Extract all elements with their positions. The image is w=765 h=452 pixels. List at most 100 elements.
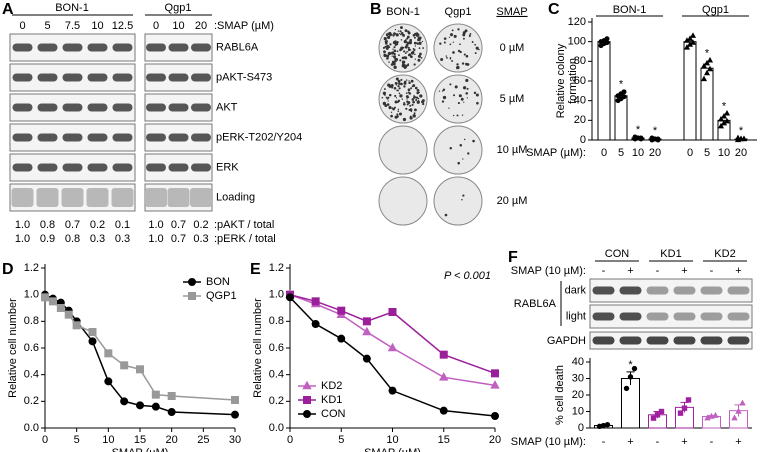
blot-frame (589, 278, 753, 303)
colony (402, 33, 405, 37)
blot-band (87, 73, 108, 82)
colony (396, 113, 399, 116)
colony (453, 34, 457, 38)
treatment-sign: - (656, 265, 660, 277)
blot-band (168, 103, 189, 112)
blot-band (168, 73, 189, 82)
treatment-sign: + (681, 265, 687, 277)
blot-band (191, 103, 211, 112)
colony (405, 43, 409, 47)
band-label: Loading (216, 191, 255, 203)
colony (449, 43, 452, 46)
blot-band (700, 312, 723, 321)
group-label: KD2 (714, 248, 735, 260)
panel-letter: D (2, 261, 14, 278)
colony (413, 112, 416, 115)
colony (400, 78, 403, 81)
colony (454, 85, 458, 89)
x-tick-label: - (710, 436, 714, 448)
colony (467, 152, 470, 155)
blot-band (112, 103, 133, 112)
colony (384, 45, 387, 48)
dose-axis-label: :SMAP (µM) (214, 20, 274, 32)
blot-band (87, 163, 108, 172)
colony (398, 54, 400, 57)
data-point (387, 342, 398, 352)
band-label: AKT (216, 101, 238, 113)
data-point (136, 401, 144, 410)
x-axis-label: SMAP (µM): (526, 147, 586, 159)
data-point (41, 293, 49, 302)
ratio-value: 0.1 (115, 219, 130, 231)
data-point (56, 304, 65, 312)
blot-band (87, 133, 108, 142)
blot-band (62, 163, 83, 172)
exposure-label: light (566, 310, 586, 322)
annotation: P < 0.001 (444, 270, 491, 282)
colony (413, 94, 415, 97)
data-point (388, 386, 397, 395)
data-point (286, 293, 294, 302)
colony (476, 101, 479, 105)
y-tick-label: 0.6 (24, 342, 39, 354)
colony (401, 60, 406, 64)
colony (462, 31, 466, 35)
colony (408, 92, 412, 95)
legend-label: CON (321, 408, 346, 420)
group-label: BON-1 (613, 4, 647, 16)
x-axis-label: SMAP (µM) (364, 447, 421, 452)
colony (410, 79, 414, 83)
y-tick-label: 0.8 (24, 315, 39, 327)
exposure-label: dark (565, 284, 587, 296)
bar (597, 41, 611, 141)
group-label: Qgp1 (445, 6, 472, 18)
colony (385, 33, 389, 36)
colony (397, 79, 401, 83)
treatment-sign: - (710, 265, 714, 277)
blot-band (12, 133, 33, 142)
data-point (311, 320, 320, 328)
x-tick-label: 20 (735, 147, 747, 159)
colony (416, 89, 420, 92)
colony (410, 110, 413, 113)
legend-label: QGP1 (206, 290, 237, 302)
x-tick-label: 0 (601, 147, 607, 159)
ratio-value: 0.2 (90, 219, 105, 231)
data-point (151, 402, 160, 411)
colony (404, 52, 407, 55)
ratio-value: 1.0 (15, 219, 30, 231)
colony (393, 65, 397, 69)
colony (409, 38, 413, 42)
colony (461, 199, 463, 201)
data-point (120, 397, 129, 406)
data-point (677, 410, 684, 416)
data-point (104, 349, 113, 358)
y-tick-label: 0.2 (24, 395, 39, 407)
y-axis-label: Relative colony (555, 43, 567, 118)
colony (399, 59, 402, 62)
blot-band (12, 73, 33, 82)
colony (449, 146, 453, 150)
colony (406, 51, 408, 53)
colony (414, 58, 416, 60)
colony (407, 31, 411, 35)
data-point (120, 361, 129, 370)
colony (391, 51, 395, 55)
colony (406, 96, 409, 98)
colony (413, 48, 416, 52)
colony (388, 106, 392, 110)
colony (387, 96, 390, 99)
blot-band (190, 188, 212, 207)
blot-band (11, 188, 34, 207)
colony (392, 48, 394, 50)
colony (382, 46, 386, 49)
colony (414, 53, 416, 56)
colony (386, 103, 390, 106)
colony (398, 87, 401, 90)
colony (422, 99, 425, 102)
colony (399, 32, 401, 35)
colony (459, 50, 462, 54)
colony (385, 47, 389, 50)
colony (387, 51, 392, 56)
dose-label: 0 (19, 20, 25, 32)
